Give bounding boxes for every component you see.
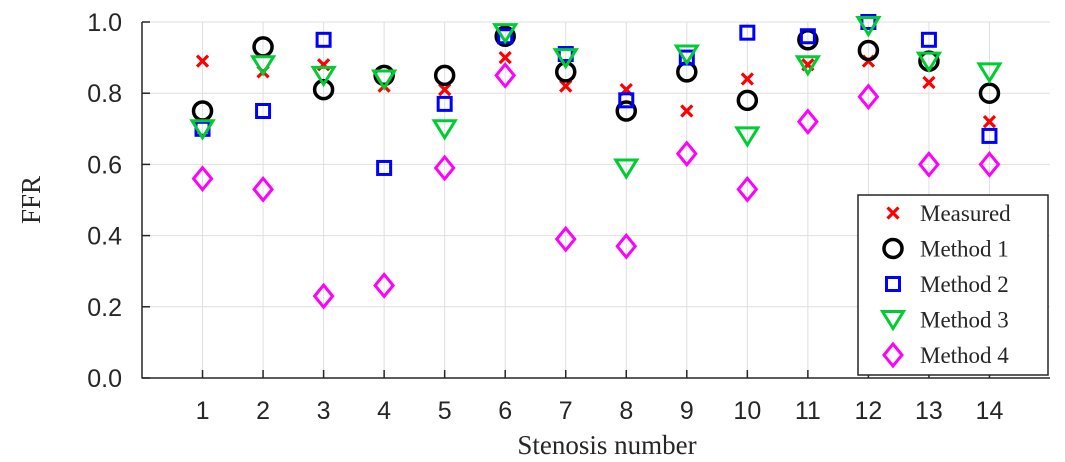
point-method-2 [618, 92, 635, 109]
point-method-3 [673, 44, 700, 66]
legend-label-method-3: Method 3 [920, 308, 1009, 333]
point-method-3 [976, 62, 1003, 84]
point-method-3 [855, 16, 882, 38]
point-measured [438, 83, 452, 97]
point-method-4 [796, 108, 819, 136]
legend-marker-measured [886, 206, 900, 220]
point-method-4 [494, 62, 517, 89]
y-tick-label: 0.8 [87, 80, 122, 108]
point-measured [740, 72, 754, 86]
point-measured [195, 54, 210, 68]
point-method-4 [373, 272, 396, 299]
legend-label-method-2: Method 2 [920, 272, 1009, 297]
legend-label-method-1: Method 1 [920, 237, 1009, 262]
x-tick-label: 5 [438, 397, 452, 425]
data-markers [189, 14, 1003, 310]
point-method-3 [492, 23, 519, 45]
x-axis-title: Stenosis number [517, 430, 696, 460]
point-method-4 [312, 282, 335, 310]
point-method-1 [615, 100, 638, 122]
point-method-1 [736, 89, 759, 112]
point-method-2 [739, 24, 756, 41]
series-method-4 [191, 62, 1001, 310]
point-method-2 [981, 127, 998, 144]
point-method-4 [978, 151, 1001, 178]
point-method-4 [615, 232, 638, 260]
point-method-3 [794, 55, 822, 77]
legend: Measured Method 1 Method 2 Method 3 Method 4 [857, 194, 1049, 376]
point-method-2 [376, 159, 393, 176]
x-tick-label: 3 [317, 397, 331, 425]
legend-label-method-4: Method 4 [920, 343, 1009, 368]
x-tick-label: 13 [915, 397, 943, 425]
x-tick-labels: 1 2 3 4 5 6 7 8 9 10 11 12 13 14 [196, 397, 1004, 425]
point-method-3 [915, 51, 943, 74]
point-method-1 [494, 25, 516, 47]
legend-marker-method-1 [882, 237, 904, 260]
y-tick-label: 0.4 [87, 223, 122, 251]
point-method-2 [315, 31, 332, 48]
point-measured [559, 79, 573, 93]
point-method-4 [252, 175, 275, 203]
x-tick-label: 10 [733, 397, 761, 425]
point-method-4 [857, 83, 880, 111]
x-tick-label: 4 [377, 397, 391, 425]
point-measured [498, 50, 512, 65]
legend-box [857, 194, 1049, 376]
legend-marker-method-4 [882, 341, 904, 369]
point-method-2 [920, 31, 937, 48]
point-measured [680, 104, 694, 118]
point-method-1 [433, 64, 456, 87]
point-method-3 [431, 119, 458, 141]
x-tick-label: 2 [256, 397, 270, 425]
point-method-2 [255, 103, 272, 119]
point-measured [922, 75, 936, 90]
point-method-4 [736, 175, 759, 203]
legend-marker-method-2 [885, 276, 901, 292]
legend-label-measured: Measured [920, 201, 1011, 226]
axes [141, 21, 1050, 379]
point-method-3 [734, 126, 761, 148]
point-method-3 [370, 69, 398, 91]
x-tick-label: 6 [498, 397, 512, 425]
y-tick-label: 0.6 [87, 151, 122, 179]
x-tick-label: 14 [976, 397, 1004, 425]
point-method-1 [978, 82, 1001, 104]
y-tick-label: 1.0 [87, 9, 122, 37]
x-tick-label: 12 [854, 397, 882, 425]
series-method-3 [189, 16, 1003, 180]
point-method-4 [433, 154, 456, 182]
point-method-1 [857, 39, 880, 62]
y-tick-labels: 0.0 0.2 0.4 0.6 0.8 1.0 [87, 9, 122, 393]
point-method-4 [675, 140, 698, 168]
series-method-1 [191, 25, 1001, 122]
x-tick-label: 7 [559, 397, 573, 425]
legend-marker-method-3 [879, 310, 907, 332]
point-method-3 [189, 119, 216, 141]
x-tick-label: 1 [196, 397, 210, 425]
x-tick-label: 11 [795, 397, 821, 425]
point-method-4 [554, 225, 577, 253]
point-method-3 [310, 65, 337, 88]
point-method-2 [799, 28, 816, 45]
point-method-4 [191, 165, 214, 193]
point-method-1 [312, 78, 335, 101]
point-method-1 [554, 61, 577, 83]
point-measured [982, 115, 997, 129]
y-tick-label: 0.0 [87, 365, 122, 393]
y-axis-title: FFR [16, 176, 46, 224]
point-method-3 [613, 158, 640, 180]
point-method-2 [436, 95, 453, 112]
point-method-3 [249, 55, 277, 77]
point-method-4 [917, 151, 940, 178]
series-measured [195, 50, 997, 129]
y-tick-label: 0.2 [87, 294, 122, 322]
point-method-3 [552, 48, 579, 70]
x-tick-label: 8 [619, 397, 633, 425]
x-tick-label: 9 [680, 397, 694, 425]
